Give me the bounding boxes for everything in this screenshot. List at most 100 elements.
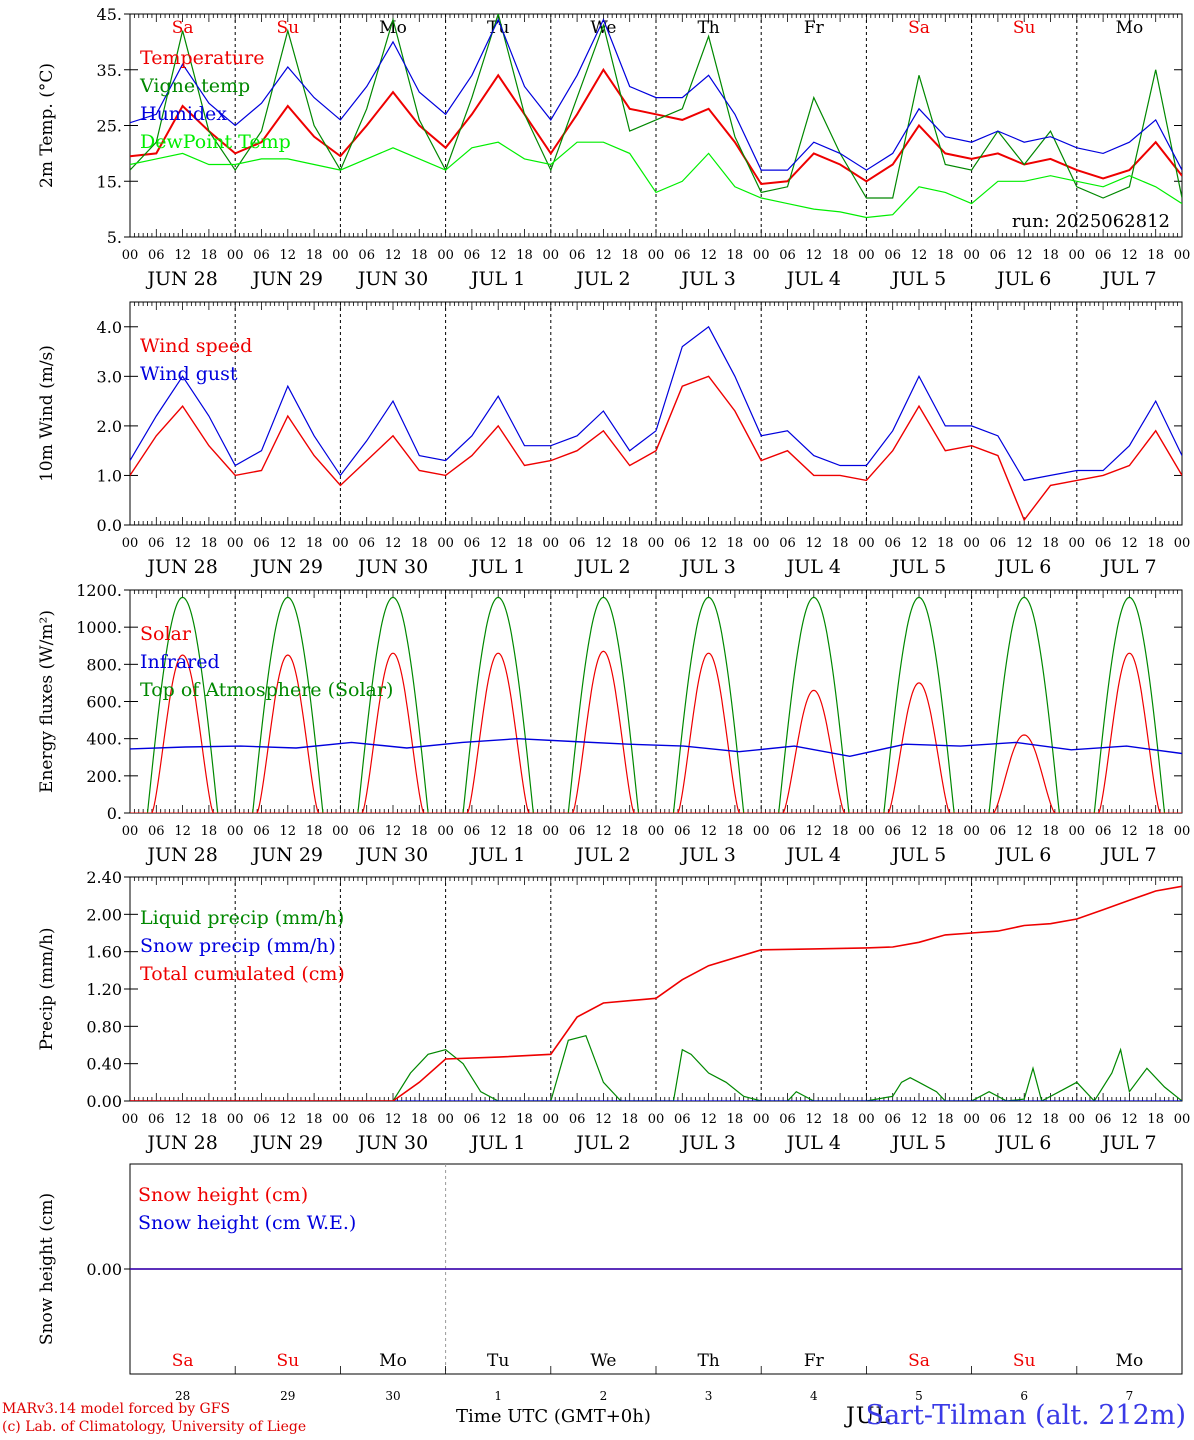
hour-tick-label: 06 — [253, 824, 270, 839]
hour-tick-label: 00 — [963, 824, 980, 839]
hour-tick-label: 12 — [700, 1112, 717, 1127]
y-tick-label: 0.00 — [86, 1092, 122, 1111]
hour-tick-label: 06 — [464, 536, 481, 551]
hour-tick-label: 00 — [858, 536, 875, 551]
hour-tick-label: 12 — [174, 824, 191, 839]
y-tick-label: 2.40 — [86, 868, 122, 887]
series-line-toa-day — [988, 596, 1060, 813]
day-number-label: 3 — [705, 1389, 713, 1403]
run-annotation: run: 2025062812 — [1012, 211, 1170, 232]
weekday-label: Th — [697, 1351, 719, 1371]
hour-tick-label: 06 — [990, 536, 1007, 551]
y-tick-label: 3.0 — [97, 367, 122, 386]
hour-tick-label: 12 — [385, 248, 402, 263]
day-label: JUL 1 — [469, 268, 525, 290]
hour-tick-label: 12 — [280, 824, 297, 839]
hour-tick-label: 12 — [595, 536, 612, 551]
weekday-label: Fr — [804, 18, 825, 38]
weekday-label: Fr — [804, 1351, 825, 1371]
series-line-0 — [130, 1034, 1182, 1101]
day-label: JUN 30 — [356, 556, 428, 578]
series-line-1 — [130, 325, 1182, 482]
y-axis-label: Precip (mm/h) — [37, 927, 57, 1050]
day-label: JUL 6 — [995, 844, 1051, 866]
hour-tick-label: 12 — [1016, 536, 1033, 551]
y-tick-label: 2.00 — [86, 905, 122, 924]
series-line-toa-day — [778, 596, 850, 813]
y-tick-label: 0. — [107, 804, 122, 823]
weekday-label: Su — [1013, 1351, 1036, 1371]
hour-tick-label: 18 — [516, 248, 533, 263]
hour-tick-label: 12 — [1121, 536, 1138, 551]
day-label: JUL 7 — [1100, 844, 1156, 866]
hour-tick-label: 06 — [148, 1112, 165, 1127]
hour-tick-label: 18 — [306, 248, 323, 263]
day-label: JUL 5 — [890, 556, 946, 578]
hour-tick-label: 06 — [253, 536, 270, 551]
hour-tick-label: 18 — [411, 248, 428, 263]
day-label: JUL 7 — [1100, 1132, 1156, 1154]
hour-tick-label: 18 — [727, 536, 744, 551]
hour-tick-label: 12 — [280, 1112, 297, 1127]
day-label: JUL 6 — [995, 1132, 1051, 1154]
hour-tick-label: 12 — [385, 536, 402, 551]
y-axis-label: 2m Temp. (°C) — [37, 63, 57, 188]
hour-tick-label: 00 — [543, 248, 560, 263]
hour-tick-label: 06 — [884, 248, 901, 263]
series-line-infrared — [130, 737, 1182, 758]
day-number-label: 4 — [810, 1389, 818, 1403]
hour-tick-label: 12 — [280, 536, 297, 551]
panel-precip: 0.00 0.40 0.80 1.20 1.60 2.00 2.40 Precip (mm/h… — [37, 868, 1190, 1154]
hour-tick-label: 00 — [648, 824, 665, 839]
series-line-3 — [130, 141, 1182, 219]
weekday-label: We — [590, 1351, 616, 1371]
y-tick-label: 1000. — [76, 618, 122, 637]
series-line-toa-day — [883, 596, 955, 813]
hour-tick-label: 12 — [280, 248, 297, 263]
legend-entry: Total cumulated (cm) — [140, 963, 345, 985]
weekday-label: Sa — [908, 18, 930, 38]
hour-tick-label: 18 — [516, 824, 533, 839]
hour-tick-label: 00 — [122, 824, 139, 839]
day-label: JUL 4 — [785, 556, 841, 578]
hour-tick-label: 00 — [437, 536, 454, 551]
hour-tick-label: 00 — [1174, 1112, 1191, 1127]
hour-tick-label: 12 — [595, 824, 612, 839]
hour-tick-label: 12 — [490, 536, 507, 551]
hour-tick-label: 00 — [648, 536, 665, 551]
day-label: JUL 2 — [574, 1132, 630, 1154]
y-tick-label: 400. — [86, 730, 122, 749]
hour-tick-label: 06 — [884, 536, 901, 551]
hour-tick-label: 06 — [253, 248, 270, 263]
hour-tick-label: 00 — [227, 248, 244, 263]
series-line-0 — [130, 67, 1182, 186]
hour-tick-label: 00 — [648, 248, 665, 263]
legend-entry: Wind speed — [140, 335, 252, 357]
hour-tick-label: 06 — [1095, 824, 1112, 839]
day-label: JUN 30 — [356, 844, 428, 866]
legend-entry: DewPoint Temp — [140, 131, 291, 153]
panel-frame — [129, 301, 1183, 526]
series-line-toa-day — [672, 596, 745, 813]
y-tick-label: 25. — [97, 117, 122, 136]
overlap-month-label: JUL — [846, 1404, 891, 1429]
series-line-solar-day — [256, 654, 320, 813]
location-label: Sart-Tilman (alt. 212m) — [865, 1400, 1186, 1431]
hour-tick-label: 18 — [411, 824, 428, 839]
day-label: JUL 7 — [1100, 556, 1156, 578]
hour-tick-label: 06 — [779, 1112, 796, 1127]
weekday-label: Sa — [172, 1351, 194, 1371]
hour-tick-label: 00 — [753, 824, 770, 839]
hour-tick-label: 00 — [227, 1112, 244, 1127]
hour-tick-label: 06 — [1095, 536, 1112, 551]
series-line-solar-day — [677, 652, 740, 813]
day-label: JUN 29 — [251, 556, 323, 578]
day-label: JUL 3 — [679, 844, 735, 866]
hour-tick-label: 06 — [674, 536, 691, 551]
hour-tick-label: 12 — [174, 248, 191, 263]
y-axis-label: Snow height (cm) — [37, 1193, 57, 1345]
series-line-solar-day — [993, 734, 1056, 813]
hour-tick-label: 06 — [990, 1112, 1007, 1127]
x-axis-label: Time UTC (GMT+0h) — [456, 1406, 651, 1427]
